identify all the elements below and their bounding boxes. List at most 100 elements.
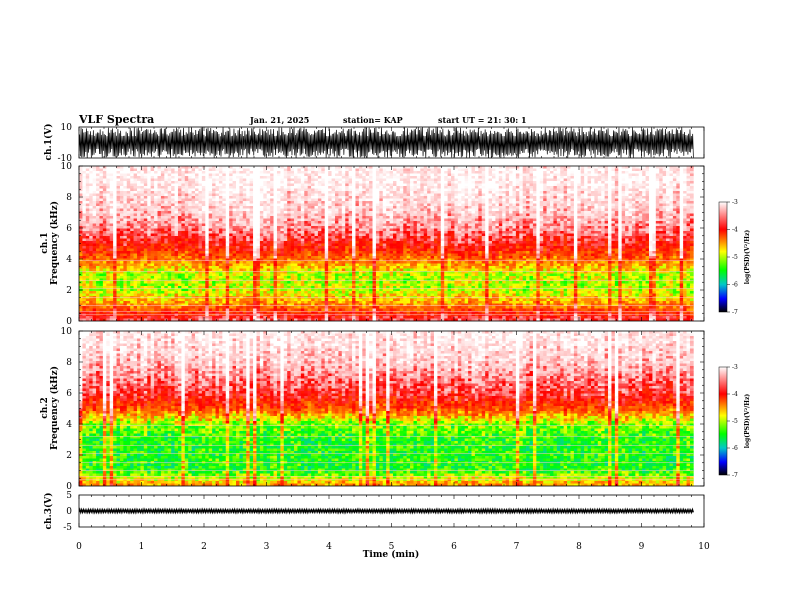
spectrogram-cell (174, 258, 179, 262)
spectrogram-cell (205, 173, 209, 177)
spectrogram-cell (345, 223, 349, 227)
spectrogram-cell (263, 236, 268, 239)
spectrogram-cell (259, 216, 264, 219)
spectrogram-cell (212, 263, 216, 267)
spectrogram-cell (259, 206, 264, 209)
spectrogram-cell (311, 261, 315, 264)
spectrogram-cell (328, 273, 332, 277)
spectrogram-cell (137, 216, 141, 219)
spectrogram-cell (338, 298, 343, 302)
spectrogram-cell (218, 281, 223, 284)
spectrogram-cell (314, 261, 319, 264)
spectrogram-cell (246, 206, 250, 209)
spectrogram-cell (242, 186, 247, 189)
spectrogram-cell (253, 273, 257, 277)
spectrogram-cell (89, 261, 93, 264)
spectrogram-cell (198, 266, 203, 269)
spectrogram-cell (236, 288, 240, 292)
spectrogram-cell (307, 208, 312, 212)
spectrogram-cell (157, 171, 162, 174)
spectrogram-cell (331, 231, 336, 234)
spectrogram-cell (119, 258, 124, 262)
spectrogram-cell (341, 281, 346, 284)
spectrogram-cell (317, 251, 322, 254)
spectrogram-cell (150, 198, 155, 202)
spectrogram-cell (147, 238, 151, 242)
spectrogram-cell (106, 201, 111, 204)
spectrogram-cell (82, 263, 87, 267)
spectrogram-cell (126, 166, 131, 169)
spectrogram-cell (184, 298, 189, 302)
spectrogram-cell (184, 286, 189, 289)
spectrogram-cell (184, 276, 189, 279)
spectrogram-cell (328, 238, 332, 242)
spectrogram-cell (273, 258, 278, 262)
spectrogram-cell (246, 193, 250, 197)
spectrogram-cell (140, 201, 145, 204)
spectrogram-cell (188, 291, 192, 294)
spectrogram-cell (287, 286, 291, 289)
spectrogram-cell (113, 218, 117, 222)
spectrogram-cell (345, 263, 349, 267)
spectrogram-cell (164, 188, 169, 192)
spectrogram-cell (147, 203, 151, 207)
spectrogram-cell (116, 236, 121, 239)
spectrogram-cell (283, 188, 288, 192)
spectrogram-cell (304, 226, 308, 229)
spectrogram-cell (195, 221, 199, 224)
spectrogram-cell (82, 233, 87, 237)
spectrogram-cell (147, 188, 151, 192)
spectrogram-cell (290, 308, 295, 312)
spectrogram-cell (338, 238, 343, 242)
spectrogram-cell (321, 243, 326, 247)
spectrogram-cell (188, 241, 192, 244)
spectrogram-cell (167, 213, 172, 217)
spectrogram-cell (126, 208, 131, 212)
spectrogram-cell (99, 271, 104, 274)
spectrogram-cell (311, 191, 315, 194)
spectrogram-cell (208, 168, 213, 172)
spectrogram-cell (242, 236, 247, 239)
spectrogram-cell (157, 251, 162, 254)
spectrogram-cell (79, 201, 83, 204)
spectrogram-cell (96, 231, 100, 234)
spectrogram-cell (331, 186, 336, 189)
spectrogram-cell (345, 268, 349, 272)
spectrogram-cell (232, 208, 237, 212)
spectrogram-cell (294, 166, 298, 169)
spectrogram-cell (338, 233, 343, 237)
spectrogram-cell (253, 188, 257, 192)
spectrogram-cell (137, 166, 141, 169)
spectrogram-cell (113, 268, 117, 272)
spectrogram-cell (266, 301, 271, 304)
spectrogram-cell (338, 286, 343, 289)
spectrogram-cell (239, 281, 244, 284)
spectrogram-cell (331, 223, 336, 227)
spectrogram-cell (246, 276, 250, 279)
spectrogram-cell (300, 173, 305, 177)
spectrogram-cell (276, 181, 281, 184)
spectrogram-cell (198, 216, 203, 219)
spectrogram-cell (116, 266, 121, 269)
spectrogram-cell (143, 296, 148, 299)
spectrogram-cell (338, 268, 343, 272)
spectrogram-cell (334, 166, 339, 169)
spectrogram-cell (154, 173, 158, 177)
spectrogram-cell (181, 296, 186, 299)
spectrogram-cell (184, 218, 189, 222)
spectrogram-cell (85, 198, 90, 202)
spectrogram-cell (164, 186, 169, 189)
spectrogram-cell (171, 291, 175, 294)
spectrogram-cell (307, 198, 312, 202)
spectrogram-cell (116, 221, 121, 224)
spectrogram-cell (232, 281, 237, 284)
spectrogram-cell (96, 201, 100, 204)
spectrogram-cell (225, 246, 230, 249)
spectrogram-cell (96, 223, 100, 227)
spectrogram-cell (324, 276, 329, 279)
spectrogram-cell (123, 231, 128, 234)
spectrogram-cell (164, 278, 169, 282)
spectrogram-cell (317, 268, 322, 272)
spectrogram-cell (300, 233, 305, 237)
